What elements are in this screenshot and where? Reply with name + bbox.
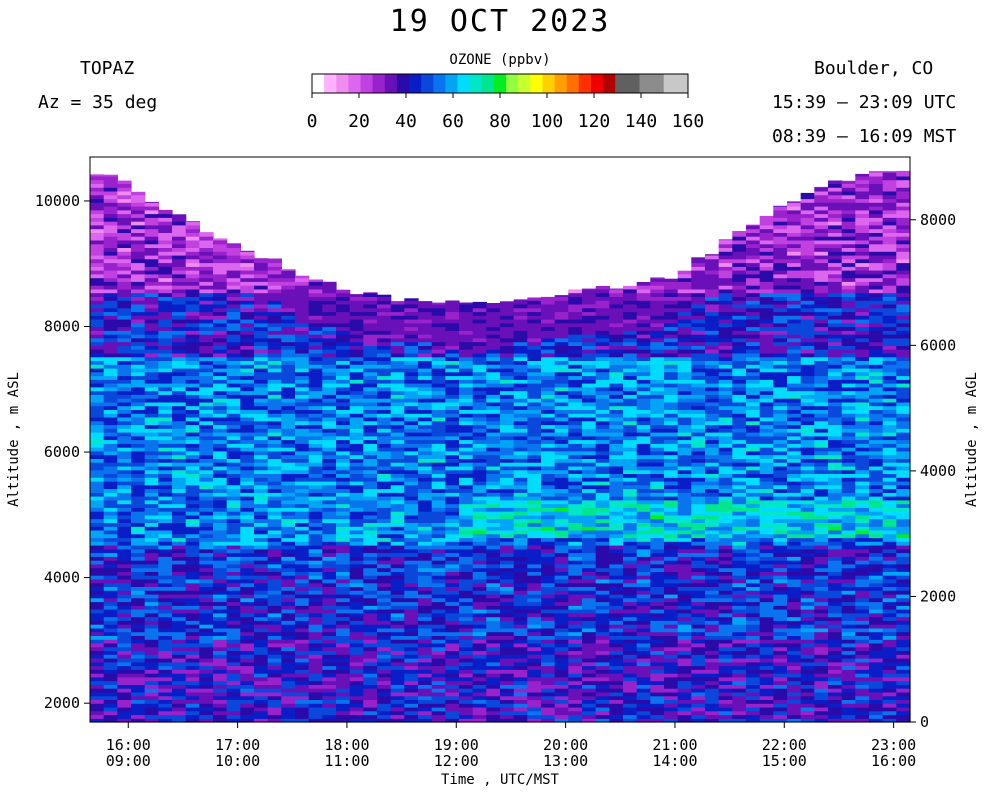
time-range-utc: 15:39 – 23:09 UTC bbox=[772, 92, 957, 113]
colorbar-swatch bbox=[591, 74, 604, 93]
colorbar-swatch bbox=[530, 74, 543, 93]
colorbar-tick-label: 160 bbox=[672, 111, 705, 132]
x-tick-label-mst: 14:00 bbox=[652, 752, 697, 770]
colorbar-swatch bbox=[518, 74, 531, 93]
y-tick-label-left: 4000 bbox=[44, 569, 80, 587]
colorbar-swatch bbox=[421, 74, 434, 93]
colorbar-swatch bbox=[348, 74, 361, 93]
y-tick-label-right: 8000 bbox=[920, 211, 956, 229]
ozone-curtain bbox=[90, 170, 911, 723]
x-tick-label-utc: 16:00 bbox=[106, 736, 151, 754]
colorbar-swatch bbox=[445, 74, 458, 93]
y-tick-label-left: 8000 bbox=[44, 318, 80, 336]
colorbar-tick-label: 100 bbox=[531, 111, 564, 132]
time-range-mst: 08:39 – 16:09 MST bbox=[772, 126, 957, 147]
colorbar-swatch bbox=[615, 74, 628, 93]
colorbar-tick-label: 40 bbox=[395, 111, 417, 132]
colorbar-swatch bbox=[396, 74, 410, 93]
y-tick-label-right: 6000 bbox=[920, 336, 956, 354]
colorbar-swatch bbox=[469, 74, 483, 93]
colorbar-swatch bbox=[360, 74, 373, 93]
colorbar-swatch bbox=[651, 74, 665, 93]
colorbar-swatch bbox=[312, 74, 325, 93]
x-tick-label-utc: 20:00 bbox=[543, 736, 588, 754]
colorbar-swatch bbox=[675, 74, 689, 93]
colorbar-swatch bbox=[578, 74, 592, 93]
colorbar-swatch bbox=[493, 74, 507, 93]
colorbar-swatch bbox=[554, 74, 568, 93]
x-tick-label-utc: 21:00 bbox=[652, 736, 697, 754]
x-tick-label-utc: 22:00 bbox=[762, 736, 807, 754]
x-tick-label-mst: 16:00 bbox=[871, 752, 916, 770]
chart-title: 19 OCT 2023 bbox=[389, 4, 611, 39]
colorbar-tick-label: 60 bbox=[442, 111, 464, 132]
colorbar-swatch bbox=[336, 74, 349, 93]
y-tick-label-right: 0 bbox=[920, 713, 929, 731]
y-tick-label-right: 4000 bbox=[920, 462, 956, 480]
instrument-label: TOPAZ bbox=[80, 58, 135, 79]
x-axis-label: Time , UTC/MST bbox=[441, 772, 560, 788]
colorbar-swatch bbox=[506, 74, 519, 93]
x-tick-label-utc: 19:00 bbox=[434, 736, 479, 754]
colorbar-label: OZONE (ppbv) bbox=[449, 52, 551, 68]
y-tick-label-right: 2000 bbox=[920, 587, 956, 605]
colorbar-swatch bbox=[409, 74, 422, 93]
x-tick-label-mst: 10:00 bbox=[215, 752, 260, 770]
location-label: Boulder, CO bbox=[814, 58, 934, 79]
colorbar-swatch bbox=[457, 74, 470, 93]
colorbar-swatch bbox=[433, 74, 446, 93]
colorbar-tick-label: 120 bbox=[578, 111, 611, 132]
y-axis-label-left: Altitude , m ASL bbox=[6, 372, 22, 507]
colorbar-swatch bbox=[663, 74, 677, 93]
y-axis-label-right: Altitude , m AGL bbox=[964, 372, 980, 507]
colorbar-tick-label: 20 bbox=[348, 111, 370, 132]
y-tick-label-left: 6000 bbox=[44, 443, 80, 461]
colorbar-swatch bbox=[639, 74, 652, 93]
colorbar-swatch bbox=[481, 74, 495, 93]
colorbar-swatch bbox=[566, 74, 580, 93]
colorbar-swatch bbox=[627, 74, 640, 93]
colorbar-swatch bbox=[372, 74, 386, 93]
y-tick-label-left: 10000 bbox=[35, 192, 80, 210]
colorbar-swatch bbox=[542, 74, 555, 93]
azimuth-label: Az = 35 deg bbox=[38, 92, 158, 113]
colorbar-swatch bbox=[324, 74, 337, 93]
x-tick-label-mst: 12:00 bbox=[434, 752, 479, 770]
y-tick-label-left: 2000 bbox=[44, 694, 80, 712]
x-tick-label-mst: 11:00 bbox=[324, 752, 369, 770]
x-tick-label-utc: 23:00 bbox=[871, 736, 916, 754]
plot-frame bbox=[89, 156, 911, 723]
x-tick-label-utc: 18:00 bbox=[324, 736, 369, 754]
colorbar-swatch bbox=[603, 74, 616, 93]
colorbar-tick-label: 80 bbox=[489, 111, 511, 132]
colorbar-swatch bbox=[384, 74, 398, 93]
x-tick-label-utc: 17:00 bbox=[215, 736, 260, 754]
colorbar-tick-label: 0 bbox=[307, 111, 318, 132]
x-tick-label-mst: 13:00 bbox=[543, 752, 588, 770]
x-tick-label-mst: 09:00 bbox=[106, 752, 151, 770]
x-tick-label-mst: 15:00 bbox=[762, 752, 807, 770]
colorbar-tick-label: 140 bbox=[625, 111, 658, 132]
